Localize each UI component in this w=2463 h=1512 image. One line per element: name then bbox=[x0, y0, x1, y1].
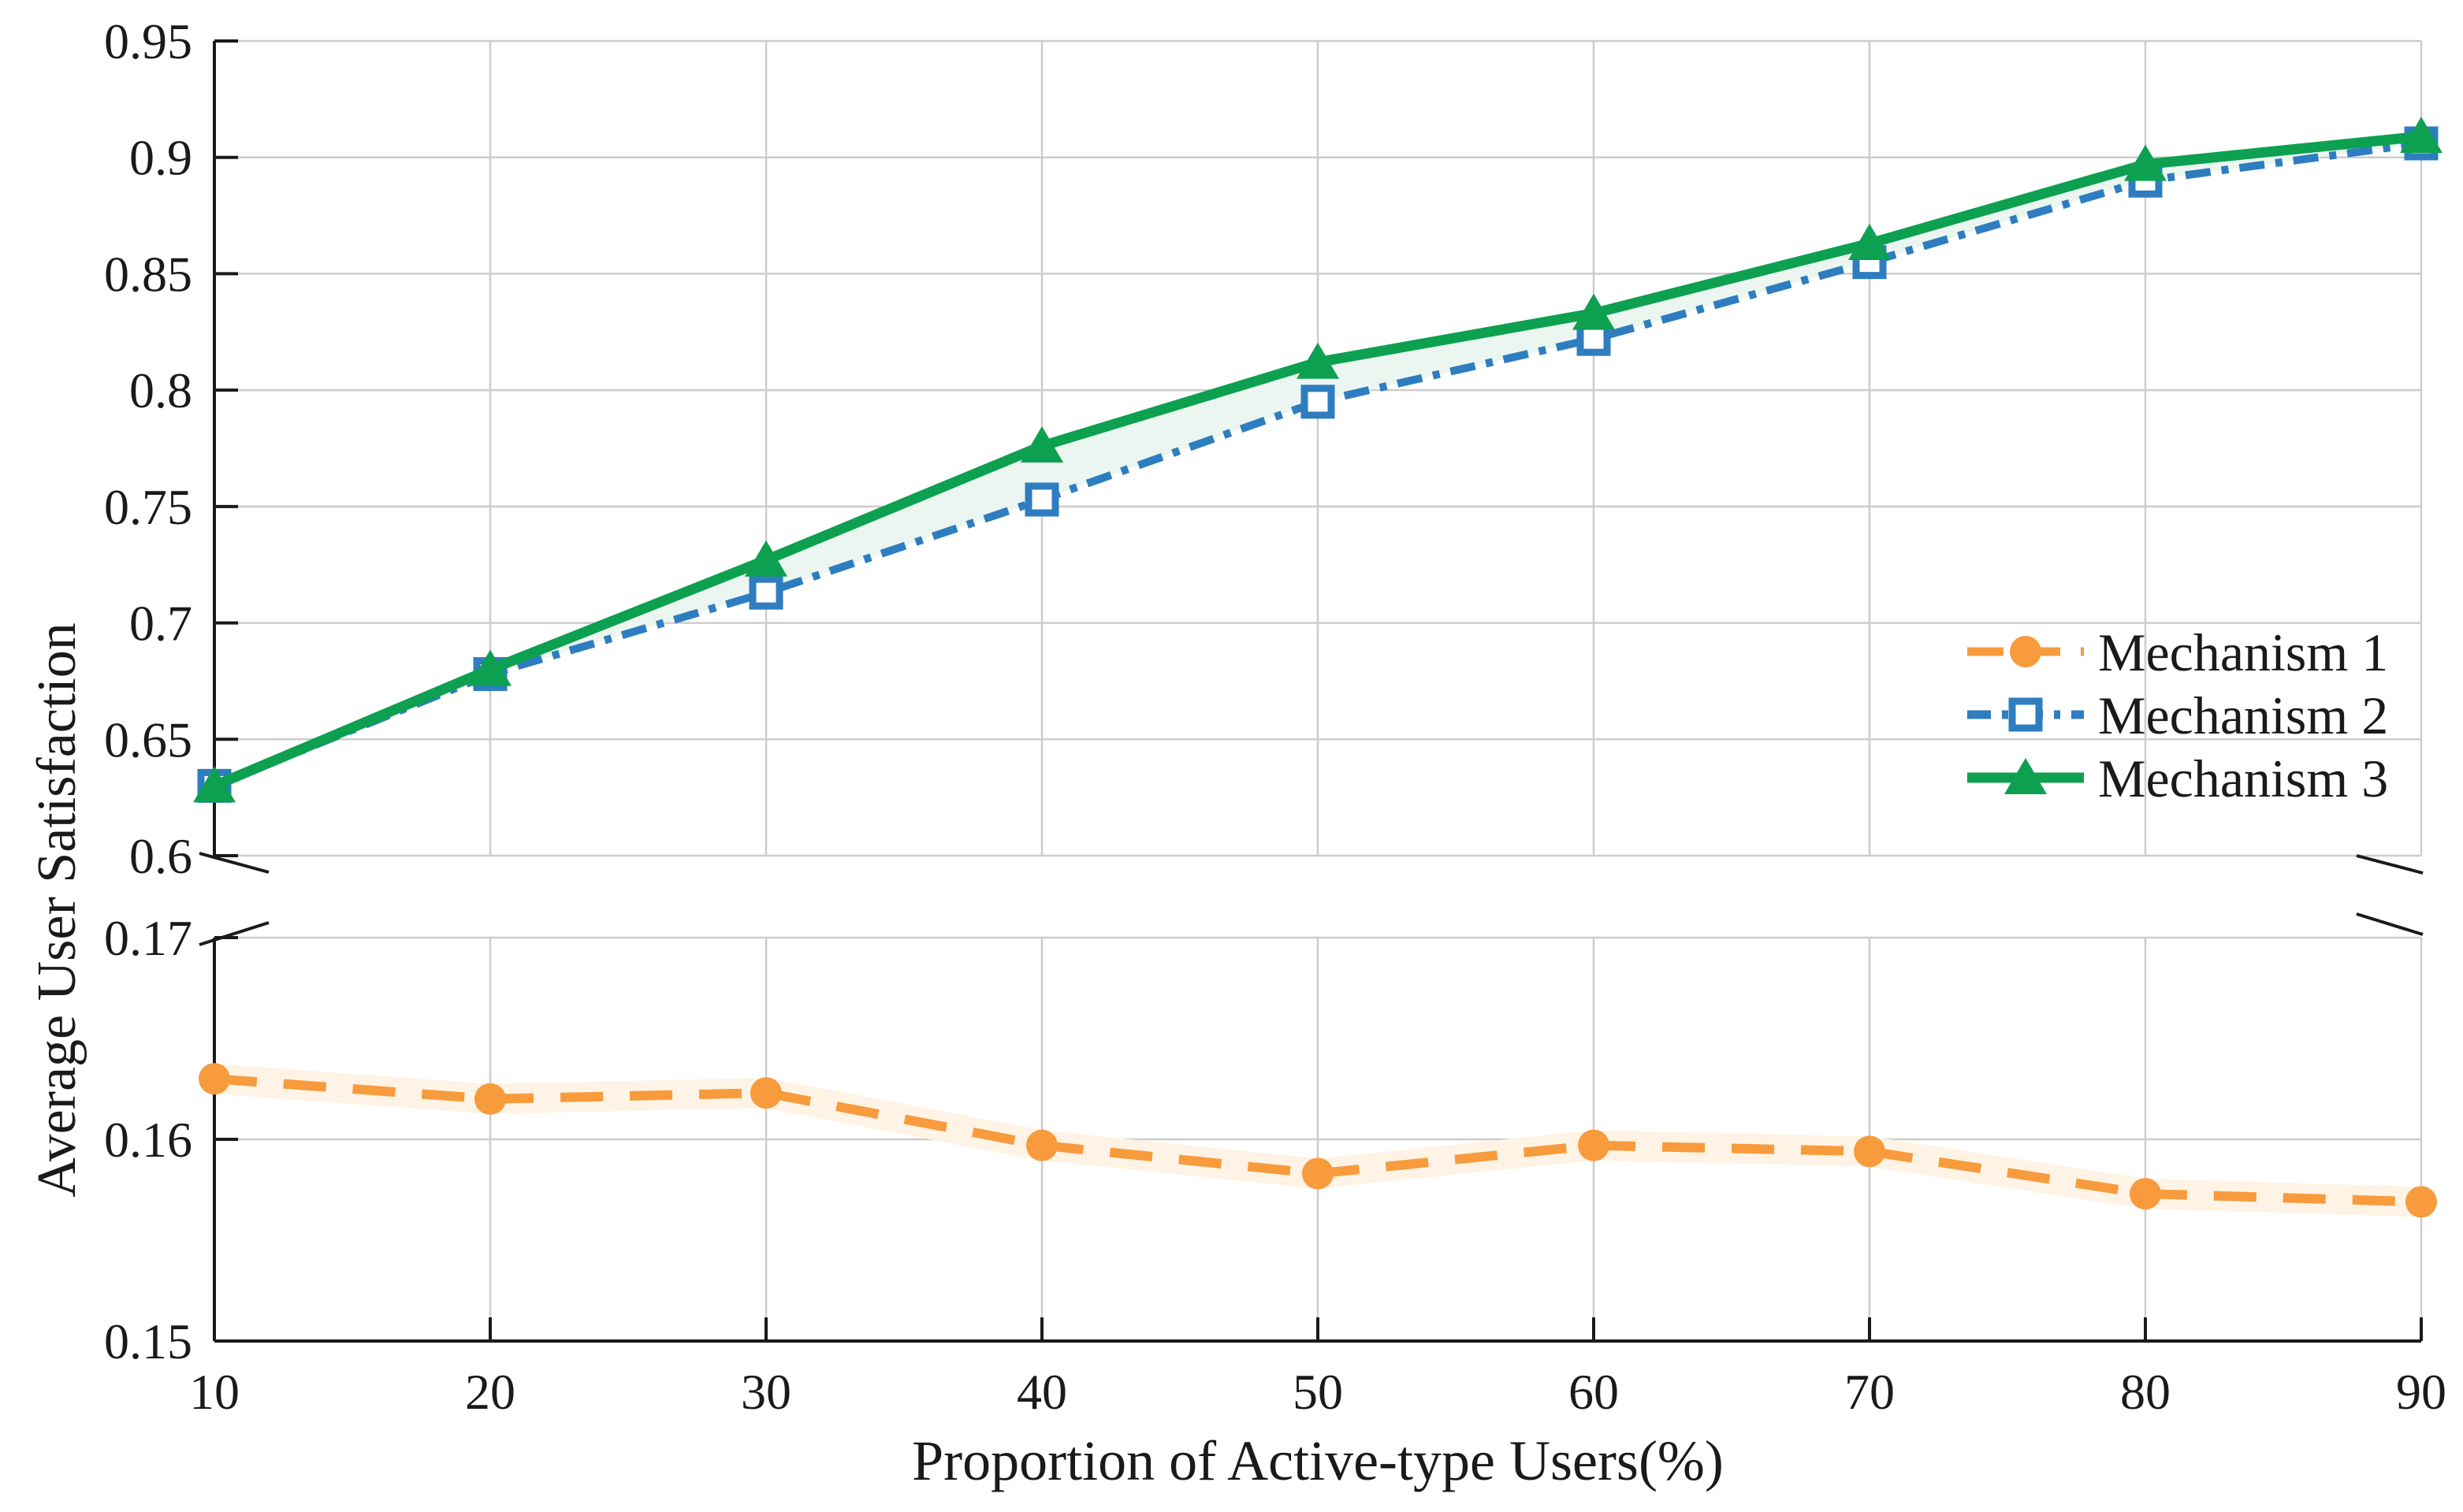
data-point-circle bbox=[2010, 636, 2041, 667]
ytick-label-top-panel: 0.6 bbox=[129, 828, 192, 884]
data-point-triangle bbox=[2004, 758, 2047, 794]
data-point-square bbox=[749, 575, 783, 610]
data-point-circle bbox=[1578, 1129, 1609, 1161]
ytick-label-bottom-panel: 0.16 bbox=[104, 1112, 192, 1168]
data-point-triangle bbox=[1297, 342, 1339, 379]
legend-entry-1: Mechanism 1 bbox=[1967, 622, 2388, 682]
ytick-label-bottom-panel: 0.17 bbox=[104, 910, 192, 966]
data-point-circle bbox=[199, 1063, 230, 1095]
legend-label: Mechanism 2 bbox=[2098, 685, 2388, 745]
data-point-triangle bbox=[2400, 117, 2443, 154]
ytick-label-top-panel: 0.9 bbox=[129, 130, 192, 186]
ytick-label-top-panel: 0.75 bbox=[104, 479, 192, 535]
series-line-mechanism-2 bbox=[213, 139, 2422, 790]
data-point-circle bbox=[2405, 1186, 2437, 1218]
axis-titles: Proportion of Active-type Users(%) Averag… bbox=[27, 622, 1724, 1492]
xtick-label: 50 bbox=[1293, 1364, 1343, 1420]
xtick-label: 90 bbox=[2396, 1364, 2446, 1420]
data-point-square bbox=[2008, 697, 2043, 732]
legend-entry-2: Mechanism 2 bbox=[1967, 685, 2388, 745]
legend-label: Mechanism 3 bbox=[2098, 749, 2388, 808]
data-point-square bbox=[1300, 385, 1335, 419]
tick-labels: 0.6 0.65 0.7 0.75 0.8 0.85 0.9 0.95 0.15 0.16 0.17… bbox=[104, 13, 2446, 1420]
ytick-label-top-panel: 0.85 bbox=[104, 246, 192, 302]
ytick-label-bottom-panel: 0.15 bbox=[104, 1313, 192, 1369]
series-mechanism-3 bbox=[193, 117, 2443, 803]
data-point-triangle bbox=[745, 540, 787, 577]
data-point-triangle bbox=[1848, 224, 1891, 261]
data-point-triangle bbox=[469, 649, 512, 686]
data-point-triangle bbox=[193, 766, 236, 803]
axis-break-marks bbox=[199, 852, 2424, 946]
xtick-label: 60 bbox=[1568, 1364, 1619, 1420]
xtick-label: 20 bbox=[465, 1364, 515, 1420]
ytick-label-top-panel: 0.8 bbox=[129, 362, 192, 418]
data-point-circle bbox=[1302, 1157, 1334, 1190]
xtick-label: 30 bbox=[741, 1364, 791, 1420]
x-axis-label: Proportion of Active-type Users(%) bbox=[912, 1429, 1724, 1492]
xtick-label: 80 bbox=[2120, 1364, 2171, 1420]
tick-marks bbox=[213, 39, 2423, 1343]
data-point-circle bbox=[1026, 1129, 1058, 1161]
data-point-square bbox=[1025, 482, 1059, 517]
data-point-triangle bbox=[1021, 426, 1063, 463]
y-axis-label: Average User Satisfaction bbox=[27, 622, 87, 1198]
legend-label: Mechanism 1 bbox=[2098, 622, 2388, 682]
data-point-triangle bbox=[1572, 293, 1615, 330]
series-mechanism-1 bbox=[199, 1063, 2437, 1218]
ytick-label-top-panel: 0.7 bbox=[129, 596, 192, 652]
ytick-label-top-panel: 0.95 bbox=[104, 13, 192, 69]
xtick-label: 70 bbox=[1844, 1364, 1895, 1420]
data-point-circle bbox=[750, 1077, 782, 1109]
xtick-label: 10 bbox=[189, 1364, 240, 1420]
xtick-label: 40 bbox=[1017, 1364, 1067, 1420]
ytick-label-top-panel: 0.65 bbox=[104, 711, 192, 767]
data-point-circle bbox=[474, 1083, 506, 1115]
data-point-circle bbox=[1854, 1135, 1885, 1168]
legend-entry-3: Mechanism 3 bbox=[1967, 749, 2388, 808]
data-point-circle bbox=[2130, 1178, 2161, 1210]
data-point-triangle bbox=[2124, 144, 2167, 181]
